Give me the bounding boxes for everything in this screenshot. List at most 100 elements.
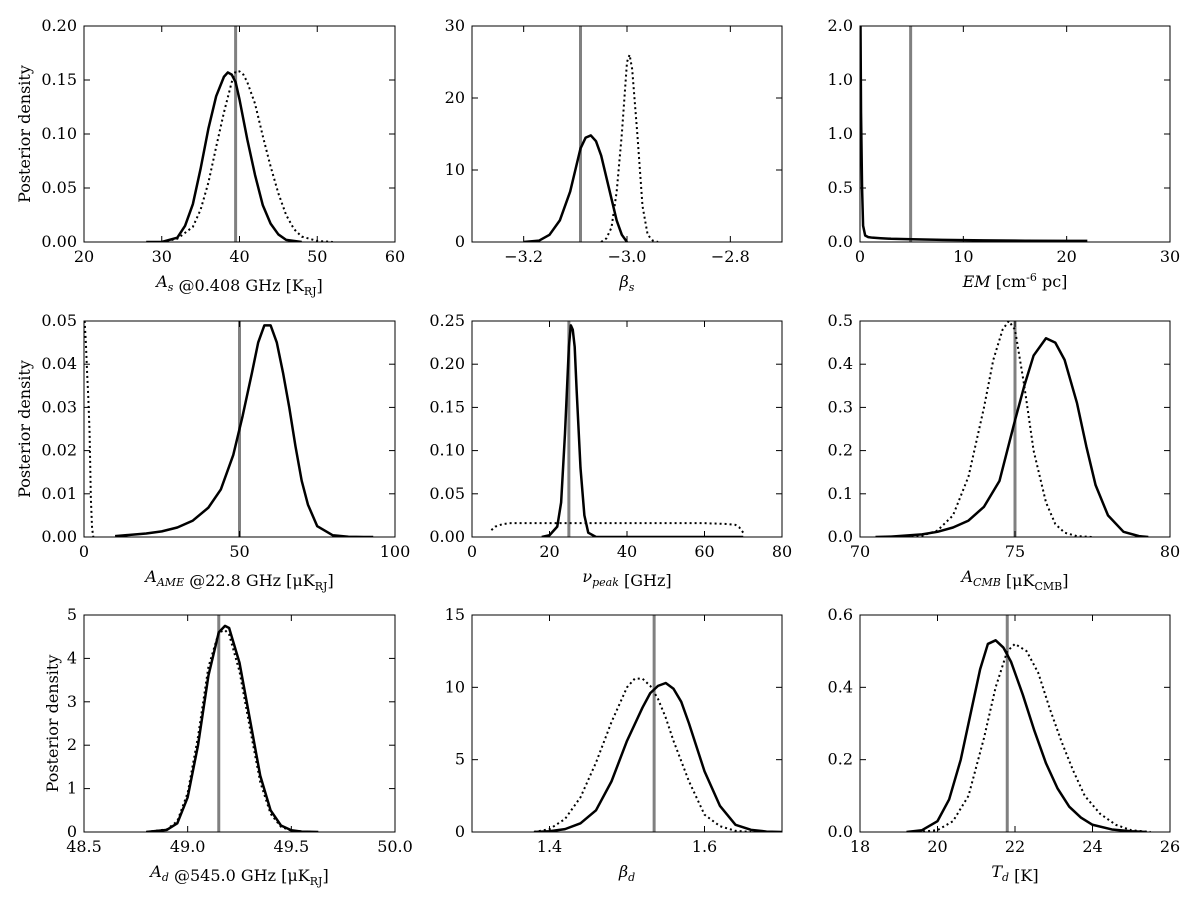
y-tick-label: 0.10 [41, 124, 77, 143]
x-tick-label: 0 [467, 542, 477, 561]
y-tick-label: 0.04 [41, 354, 77, 373]
y-tick-label: 0.00 [429, 527, 465, 546]
x-axis-label: νpeak [GHz] [582, 567, 671, 590]
x-tick-label: 20 [74, 247, 94, 266]
panel-2: −3.2 −3.0 −2.8 0 10 20 30 βs [445, 16, 783, 294]
y-tick-label: 0 [67, 822, 77, 841]
x-axis-label: ACMB [μKCMB] [959, 567, 1068, 593]
y-tick-label: 0 [455, 822, 465, 841]
y-tick-label: 0.05 [41, 311, 77, 330]
y-tick-label: 0 [455, 232, 465, 251]
y-tick-label: 1.0 [828, 124, 853, 143]
series-solid-line [906, 639, 1147, 832]
y-tick-label: 30 [445, 16, 465, 35]
panel-8: 1.4 1.6 0 5 10 15 βd [445, 605, 783, 884]
x-tick-label: 50.0 [377, 837, 413, 856]
y-tick-label: 0.03 [41, 397, 77, 416]
x-tick-label: 50 [307, 247, 327, 266]
x-tick-label: 22 [1005, 837, 1025, 856]
series-solid-line [541, 324, 744, 537]
y-tick-label: 0.6 [828, 605, 853, 624]
y-tick-label: 10 [445, 677, 465, 696]
y-tick-label: 0.5 [828, 178, 853, 197]
y-tick-label: 0.20 [429, 354, 465, 373]
x-tick-label: 0 [79, 542, 89, 561]
series-solid-line [114, 324, 374, 537]
x-tick-label: 80 [772, 542, 792, 561]
y-tick-label: 0.4 [828, 677, 853, 696]
series-dotted-line [918, 642, 1151, 832]
x-tick-label: 100 [380, 542, 411, 561]
x-tick-label: 1.6 [692, 837, 717, 856]
x-tick-label: 18 [850, 837, 870, 856]
x-axis-label: EM [cm-6 pc] [962, 271, 1068, 291]
x-tick-label: 30 [152, 247, 172, 266]
y-tick-label: 0.25 [429, 311, 465, 330]
y-tick-label: 2.0 [828, 16, 853, 35]
panel-9: 18 20 22 24 26 0.0 0.2 0.4 0.6 Td [K] [828, 605, 1181, 885]
x-tick-label: 10 [953, 247, 973, 266]
y-axis-label: Posterior density [15, 360, 34, 498]
y-tick-label: 20 [445, 88, 465, 107]
y-tick-label: 2 [67, 735, 77, 754]
series-dotted-line [84, 321, 95, 537]
x-tick-label: 75 [1005, 542, 1025, 561]
plot-frame [83, 25, 396, 243]
x-axis-label: AAME @22.8 GHz [μKRJ] [143, 567, 333, 593]
y-tick-label: 0.3 [828, 397, 853, 416]
x-tick-label: 80 [1160, 542, 1180, 561]
y-tick-label: 15 [445, 605, 465, 624]
y-tick-label: 0.0 [828, 822, 853, 841]
series-dotted-line [533, 677, 752, 832]
panel-5: 0 20 40 60 80 0.00 0.05 0.10 0.15 0.20 0.25 νpeak [… [429, 311, 792, 590]
y-tick-label: 0.5 [828, 311, 853, 330]
y-tick-label: 0.02 [41, 441, 77, 460]
x-axis-label: Td [K] [991, 862, 1038, 885]
plot-frame [859, 614, 1171, 833]
x-tick-label: 24 [1082, 837, 1102, 856]
series-solid-line [533, 681, 782, 832]
y-tick-label: 0.4 [828, 354, 853, 373]
y-tick-label: 0.01 [41, 484, 77, 503]
plot-frame [471, 320, 783, 538]
y-tick-label: 0.05 [41, 178, 77, 197]
series-solid-line [860, 26, 1088, 242]
x-tick-label: 48.5 [66, 837, 102, 856]
x-tick-label: −2.8 [711, 247, 750, 266]
series-dotted-line [906, 321, 1093, 537]
series-dotted-line [600, 53, 659, 242]
y-tick-label: 0.05 [429, 484, 465, 503]
y-axis-label: Posterior density [43, 655, 62, 793]
x-tick-label: 49.5 [274, 837, 310, 856]
plot-frame [471, 614, 783, 833]
x-tick-label: 20 [927, 837, 947, 856]
panel-1: 20 30 40 50 60 0.00 0.05 0.10 0.15 0.20 As @0.408 … [15, 16, 405, 298]
series-dotted-line [490, 522, 745, 534]
y-tick-label: 0.15 [429, 397, 465, 416]
x-axis-label: βd [618, 862, 635, 884]
y-tick-label: 5 [455, 750, 465, 769]
y-tick-label: 0.15 [41, 70, 77, 89]
series-solid-line [875, 337, 1149, 537]
y-tick-label: 0.20 [41, 16, 77, 35]
y-tick-label: 0.10 [429, 441, 465, 460]
x-tick-label: 26 [1160, 837, 1180, 856]
panel-3: 0 10 20 30 0.0 0.5 1.0 1.0 2.0 EM [cm-6 pc] [828, 16, 1181, 291]
series-solid-line [523, 134, 629, 242]
y-tick-label: 0.1 [828, 484, 853, 503]
series-dotted-line [146, 629, 313, 832]
x-tick-label: 60 [385, 247, 405, 266]
y-tick-label: 0.00 [41, 527, 77, 546]
x-tick-label: 40 [617, 542, 637, 561]
x-tick-label: 40 [229, 247, 249, 266]
y-tick-label: 0.2 [828, 750, 853, 769]
series-dotted-line [161, 70, 333, 242]
x-tick-label: 49.0 [170, 837, 206, 856]
x-tick-label: 20 [1056, 247, 1076, 266]
x-tick-label: 30 [1160, 247, 1180, 266]
y-tick-label: 3 [67, 692, 77, 711]
y-tick-label: 10 [445, 160, 465, 179]
y-tick-label: 1.0 [828, 70, 853, 89]
x-axis-label: βs [619, 272, 635, 294]
